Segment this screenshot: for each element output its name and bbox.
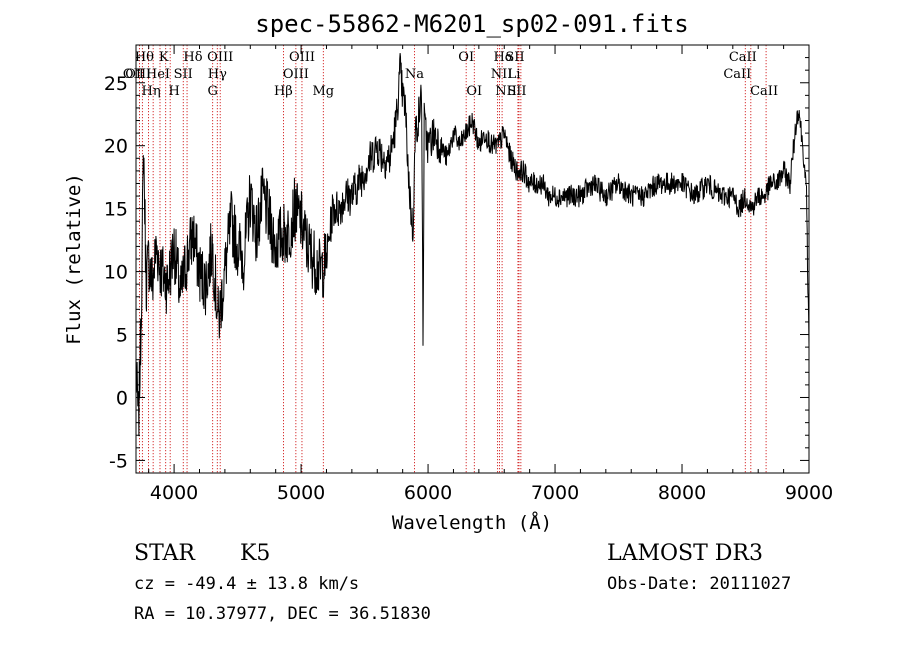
obs-date: Obs-Date: 20111027 bbox=[607, 574, 791, 594]
y-axis-ticks: -5 0 5 10 15 20 25 bbox=[104, 44, 809, 474]
y-tick-label: 25 bbox=[104, 73, 128, 95]
x-tick-label: 5000 bbox=[277, 482, 325, 504]
y-tick-label: 10 bbox=[104, 262, 128, 284]
line-mark-label: Hθ bbox=[135, 50, 154, 65]
line-mark-label: SII bbox=[505, 50, 524, 65]
class-label: STAR bbox=[134, 541, 196, 566]
cz-value: cz = -49.4 ± 13.8 km/s bbox=[134, 574, 359, 594]
line-mark-label: HeI bbox=[146, 67, 170, 82]
spectrum-line bbox=[135, 53, 810, 437]
line-mark-label: OI bbox=[458, 50, 474, 65]
x-tick-label: 8000 bbox=[658, 482, 706, 504]
x-tick-label: 6000 bbox=[404, 482, 452, 504]
line-mark-label: OIII bbox=[125, 67, 151, 82]
y-tick-label: 20 bbox=[104, 136, 128, 158]
y-tick-label: 0 bbox=[116, 387, 128, 409]
y-axis-label: Flux (relative) bbox=[63, 173, 85, 345]
y-tick-label: 15 bbox=[104, 199, 128, 221]
survey-label: LAMOST DR3 bbox=[607, 541, 763, 566]
y-tick-label: -5 bbox=[109, 450, 128, 472]
x-tick-label: 7000 bbox=[531, 482, 579, 504]
line-marks bbox=[139, 45, 767, 473]
line-mark-label: CaII bbox=[729, 50, 757, 65]
line-mark-label: CaII bbox=[723, 67, 751, 82]
line-mark-label: Hβ bbox=[274, 84, 293, 99]
y-tick-label: 5 bbox=[116, 325, 128, 347]
line-mark-label: NII bbox=[495, 84, 517, 99]
x-axis-label: Wavelength (Å) bbox=[392, 511, 552, 534]
line-mark-label: Mg bbox=[312, 84, 334, 99]
line-mark-label: OIII bbox=[207, 50, 233, 65]
line-mark-label: OIII bbox=[283, 67, 309, 82]
line-mark-label: Hα bbox=[493, 50, 513, 65]
line-mark-label: G bbox=[208, 84, 218, 99]
line-mark-label: OI bbox=[466, 84, 482, 99]
line-mark-label: Hγ bbox=[208, 67, 227, 82]
line-mark-label: Hη bbox=[142, 84, 161, 99]
line-mark-label: SII bbox=[507, 84, 526, 99]
subclass-label: K5 bbox=[240, 541, 270, 566]
line-mark-label: NII bbox=[491, 67, 513, 82]
line-mark-label: Li bbox=[508, 67, 521, 82]
line-mark-label: SII bbox=[174, 67, 193, 82]
line-mark-label: OII bbox=[123, 67, 144, 82]
x-tick-label: 4000 bbox=[150, 482, 198, 504]
line-mark-label: K bbox=[159, 50, 169, 65]
coords-value: RA = 10.37977, DEC = 36.51830 bbox=[134, 604, 431, 624]
line-mark-label: CaII bbox=[750, 84, 778, 99]
line-mark-label: Na bbox=[405, 67, 424, 82]
x-tick-label: 9000 bbox=[785, 482, 833, 504]
line-mark-label: H bbox=[169, 84, 180, 99]
line-mark-label: OIII bbox=[289, 50, 315, 65]
x-axis-ticks: 4000 5000 6000 7000 8000 9000 bbox=[148, 45, 833, 504]
chart-title: spec-55862-M6201_sp02-091.fits bbox=[255, 10, 688, 38]
line-mark-label: Hδ bbox=[183, 50, 202, 65]
